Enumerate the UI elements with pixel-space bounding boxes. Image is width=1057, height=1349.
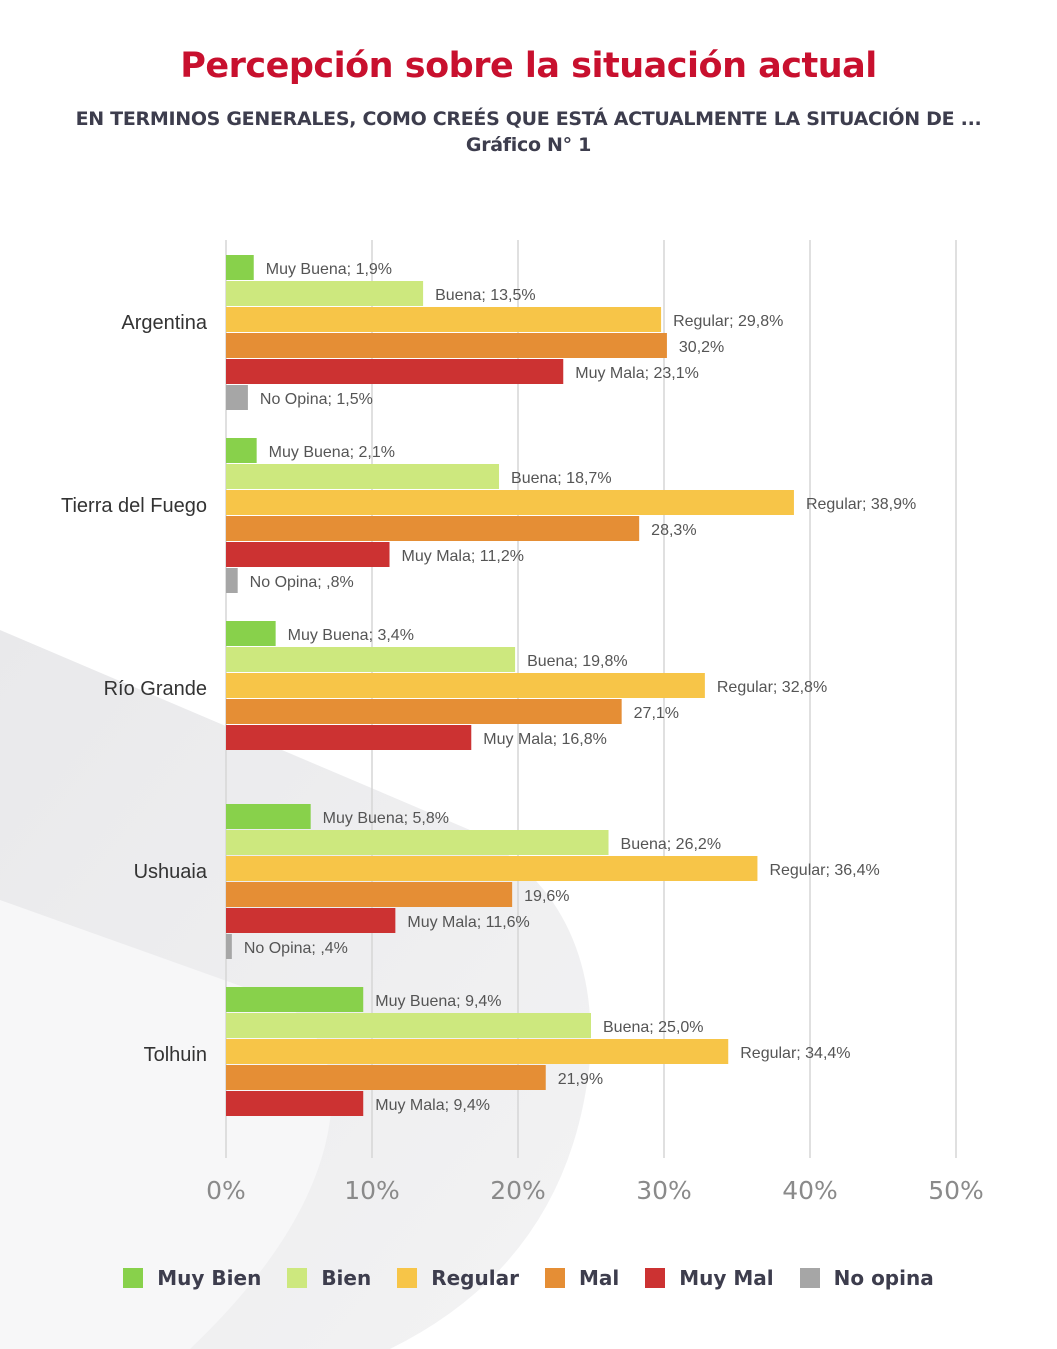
legend-item: No opina [799, 1266, 934, 1290]
data-label: Muy Buena; 9,4% [375, 993, 501, 1010]
x-tick-label: 0% [206, 1176, 246, 1205]
legend-swatch [123, 1268, 144, 1288]
legend-label: Muy Bien [157, 1266, 262, 1290]
data-label: No Opina; 1,5% [260, 391, 373, 408]
data-label: Regular; 29,8% [673, 313, 783, 330]
category-label: Tierra del Fuego [61, 495, 207, 517]
legend-label: Bien [321, 1266, 372, 1290]
data-label: 30,2% [679, 339, 724, 356]
bar [226, 1065, 546, 1090]
legend-item: Bien [287, 1266, 371, 1290]
category-label: Ushuaia [134, 861, 208, 883]
category-label: Argentina [121, 312, 207, 334]
bar [226, 464, 500, 489]
bar [226, 1039, 729, 1064]
data-label: No Opina; ,4% [244, 940, 348, 957]
data-label: Muy Buena; 1,9% [266, 261, 392, 278]
bar [226, 542, 390, 567]
bar [226, 333, 667, 358]
legend-swatch [799, 1268, 820, 1288]
bar [226, 621, 276, 646]
data-label: Muy Buena; 2,1% [269, 444, 395, 461]
data-label: Muy Mala; 16,8% [483, 731, 607, 748]
data-label: Buena; 13,5% [435, 287, 536, 304]
data-label: Regular; 32,8% [717, 679, 827, 696]
bar [226, 281, 424, 306]
bar [226, 908, 396, 933]
data-label: Regular; 38,9% [806, 496, 916, 513]
bar [226, 385, 248, 410]
bar [226, 699, 622, 724]
legend-item: Muy Bien [123, 1266, 261, 1290]
data-label: No Opina; ,8% [250, 574, 354, 591]
data-label: Muy Buena; 3,4% [288, 627, 414, 644]
bar [226, 359, 564, 384]
bar [226, 882, 513, 907]
data-label: Regular; 34,4% [740, 1045, 850, 1062]
x-tick-label: 30% [636, 1176, 692, 1205]
data-label: Muy Mala; 11,2% [402, 548, 524, 565]
x-tick-label: 20% [490, 1176, 546, 1205]
data-label: Buena; 25,0% [603, 1019, 704, 1036]
bar [226, 647, 516, 672]
data-label: 27,1% [634, 705, 679, 722]
legend-swatch [397, 1268, 418, 1288]
bar [226, 725, 472, 750]
data-label: Buena; 26,2% [621, 836, 722, 853]
data-label: 28,3% [651, 522, 696, 539]
data-label: Buena; 19,8% [527, 653, 628, 670]
bar [226, 255, 254, 280]
legend-item: Mal [544, 1266, 620, 1290]
legend-label: Regular [431, 1266, 519, 1290]
data-label: 21,9% [558, 1071, 603, 1088]
x-tick-label: 40% [782, 1176, 838, 1205]
data-label: Muy Buena; 5,8% [323, 810, 449, 827]
bar [226, 804, 311, 829]
legend-item: Regular [397, 1266, 519, 1290]
data-label: Muy Mala; 11,6% [407, 914, 529, 931]
bar [226, 934, 232, 959]
data-label: Muy Mala; 23,1% [575, 365, 699, 382]
legend-label: Muy Mal [679, 1266, 774, 1290]
legend-swatch [544, 1268, 565, 1288]
data-label: Buena; 18,7% [511, 470, 612, 487]
legend-swatch [645, 1268, 666, 1288]
bar [226, 987, 364, 1012]
data-label: Regular; 36,4% [769, 862, 879, 879]
chart-subtitle: EN TERMINOS GENERALES, COMO CREÉS QUE ES… [75, 108, 982, 130]
legend-swatch [287, 1268, 308, 1288]
data-label: 19,6% [524, 888, 569, 905]
bar [226, 1091, 364, 1116]
bar [226, 673, 705, 698]
bar [226, 568, 238, 593]
category-label: Tolhuin [144, 1044, 207, 1066]
x-tick-label: 50% [928, 1176, 984, 1205]
legend-label: No opina [833, 1266, 934, 1290]
bar [226, 307, 662, 332]
chart-legend: Muy Bien Bien Regular Mal Muy Mal No opina [0, 1266, 1057, 1290]
legend-label: Mal [578, 1266, 620, 1290]
category-label: Río Grande [104, 678, 207, 700]
bar [226, 856, 758, 881]
bar [226, 490, 794, 515]
chart-figure-number: Gráfico N° 1 [465, 134, 592, 156]
x-tick-label: 10% [344, 1176, 400, 1205]
bar [226, 438, 257, 463]
bar [226, 516, 640, 541]
bar [226, 830, 609, 855]
bar [226, 1013, 591, 1038]
chart-title: Percepción sobre la situación actual [180, 46, 877, 86]
data-label: Muy Mala; 9,4% [375, 1097, 490, 1114]
legend-item: Muy Mal [645, 1266, 774, 1290]
